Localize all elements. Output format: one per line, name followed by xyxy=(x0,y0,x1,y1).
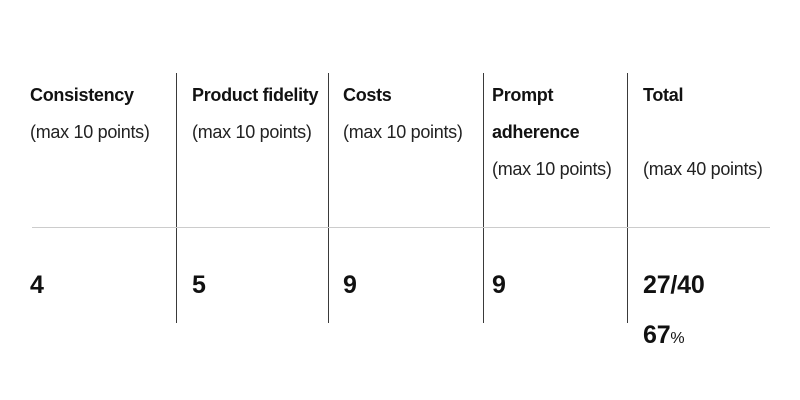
column-subtitle: (max 10 points) xyxy=(30,122,150,142)
total-percent: 67% xyxy=(643,310,705,364)
header-cell-consistency: Consistency (max 10 points) xyxy=(30,77,150,151)
value-total: 27/40 67% xyxy=(643,260,705,364)
column-subtitle: (max 10 points) xyxy=(192,122,312,142)
header-cell-costs: Costs (max 10 points) xyxy=(343,77,463,151)
column-title: Consistency xyxy=(30,85,134,105)
total-percent-number: 67 xyxy=(643,321,671,349)
value-product-fidelity: 5 xyxy=(192,271,206,299)
header-cell-total: Total (max 40 points) xyxy=(643,77,763,188)
value-consistency: 4 xyxy=(30,271,44,299)
column-divider-1 xyxy=(176,73,177,323)
value-prompt-adherence: 9 xyxy=(492,271,506,299)
column-title: Costs xyxy=(343,85,392,105)
column-title: Total xyxy=(643,85,684,105)
percent-sign: % xyxy=(670,330,685,347)
value-costs: 9 xyxy=(343,271,357,299)
column-divider-3 xyxy=(483,73,484,323)
column-divider-4 xyxy=(627,73,628,323)
column-title: Product fidelity xyxy=(192,85,319,105)
column-title-line2: adherence xyxy=(492,122,580,142)
header-cell-prompt-adherence: Prompt adherence (max 10 points) xyxy=(492,77,612,188)
total-score: 27/40 xyxy=(643,271,705,299)
column-subtitle: (max 10 points) xyxy=(492,159,612,179)
column-subtitle: (max 10 points) xyxy=(343,122,463,142)
header-cell-product-fidelity: Product fidelity (max 10 points) xyxy=(192,77,319,151)
header-row-separator xyxy=(32,227,770,228)
column-subtitle: (max 40 points) xyxy=(643,159,763,179)
header-spacer xyxy=(643,114,763,151)
column-divider-2 xyxy=(328,73,329,323)
column-title-line1: Prompt xyxy=(492,85,554,105)
